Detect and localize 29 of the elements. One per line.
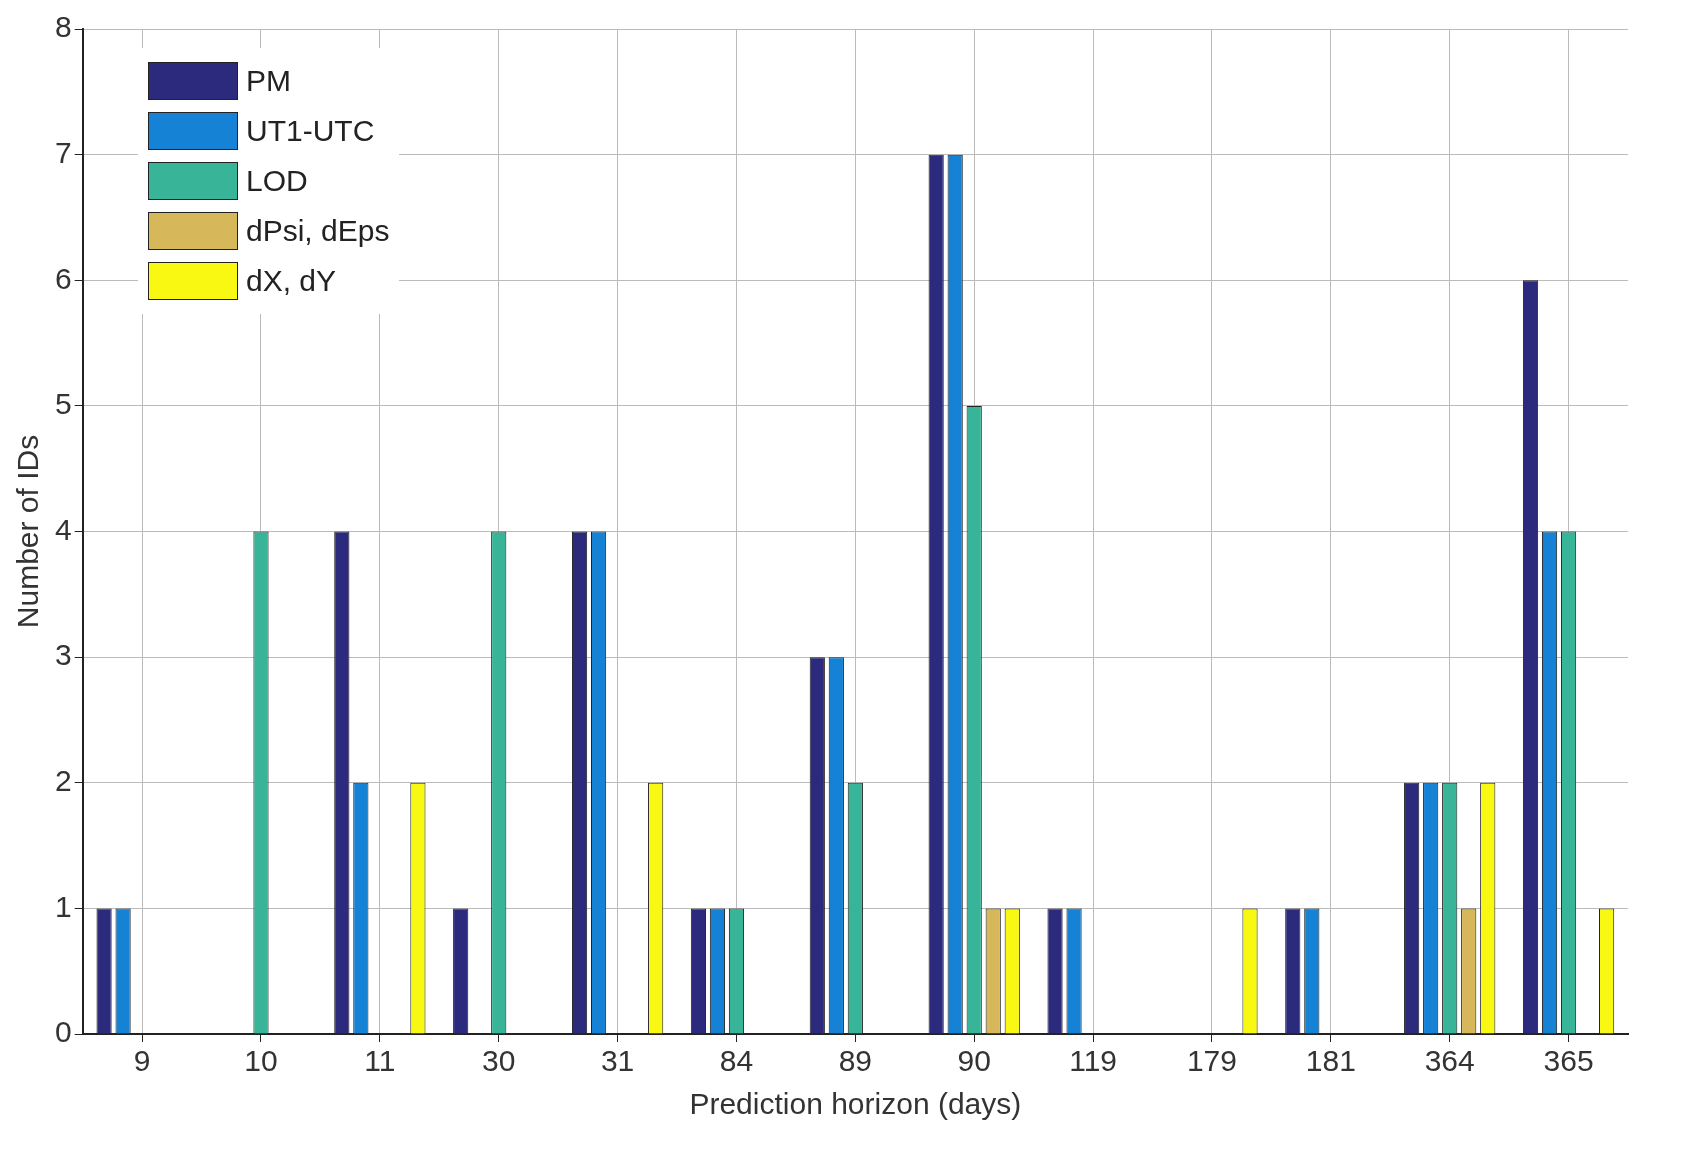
- y-tick-label: 0: [55, 1015, 72, 1049]
- y-axis-title: Number of IDs: [11, 434, 45, 629]
- x-axis-title: Prediction horizon (days): [689, 1087, 1022, 1121]
- x-tick-label: 11: [364, 1044, 396, 1078]
- x-tick-label: 119: [1069, 1044, 1117, 1078]
- y-tick-label: 8: [55, 10, 72, 44]
- y-tick-label: 4: [55, 512, 72, 546]
- y-tick-label: 7: [55, 135, 72, 169]
- y-tick-label: 2: [55, 764, 72, 798]
- x-tick-label: 30: [482, 1044, 516, 1078]
- x-tick-label: 84: [719, 1044, 754, 1078]
- x-tick-label: 90: [957, 1044, 991, 1078]
- x-tick-label: 365: [1543, 1044, 1594, 1078]
- y-tick-label: 6: [55, 261, 72, 295]
- y-tick-label: 3: [55, 638, 72, 672]
- y-tick-label: 1: [55, 889, 72, 923]
- legend-label: dX, dY: [246, 264, 337, 298]
- x-tick-label: 179: [1186, 1044, 1237, 1078]
- legend-label: PM: [246, 64, 291, 98]
- x-tick-label: 89: [838, 1044, 873, 1078]
- x-tick-label: 181: [1305, 1044, 1356, 1078]
- x-tick-label: 31: [600, 1044, 635, 1078]
- legend-label: UT1-UTC: [246, 114, 375, 148]
- x-tick-label: 10: [244, 1044, 278, 1078]
- legend-label: dPsi, dEps: [246, 214, 390, 248]
- y-tick-label: 5: [55, 387, 72, 421]
- x-tick-label: 9: [133, 1044, 151, 1078]
- legend-label: LOD: [246, 164, 308, 198]
- x-tick-label: 364: [1424, 1044, 1475, 1078]
